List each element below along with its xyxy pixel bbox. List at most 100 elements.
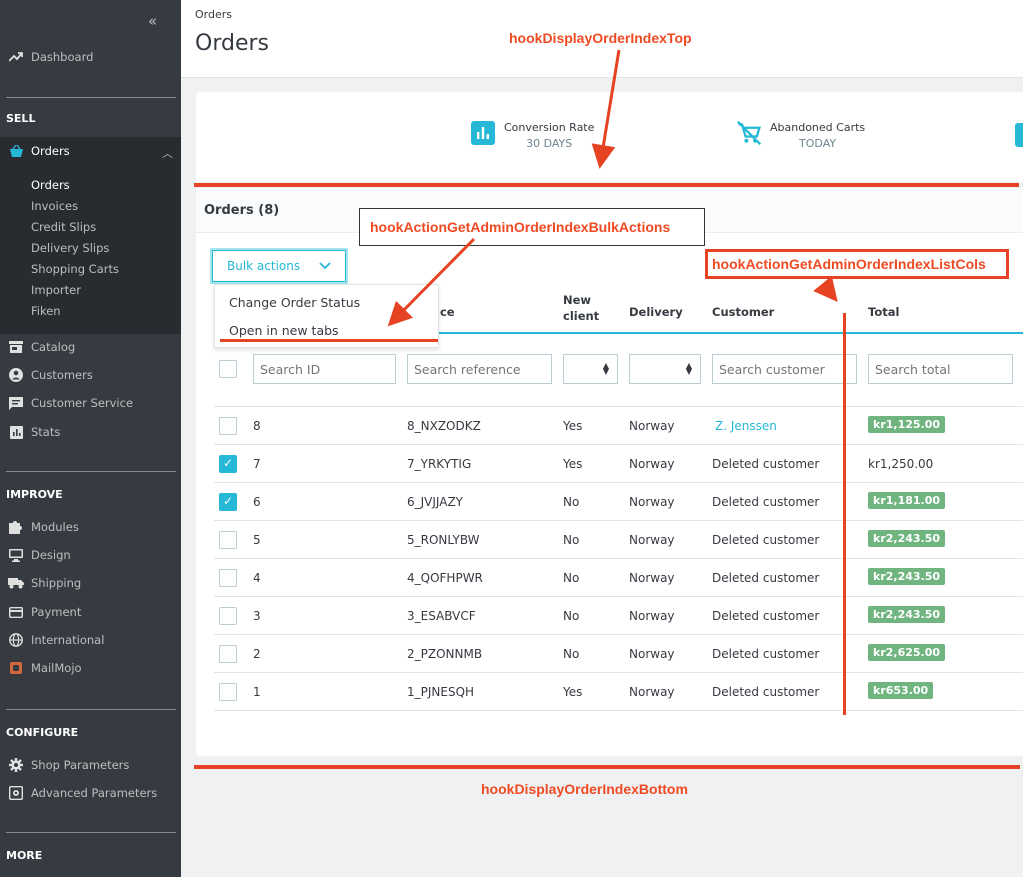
submenu-item-invoices[interactable]: Invoices	[31, 199, 79, 213]
cell-customer: Deleted customer	[712, 609, 820, 623]
kpi-conversion-rate[interactable]: Conversion Rate 30 DAYS	[470, 120, 594, 152]
annotation-hook-cols: hookActionGetAdminOrderIndexListCols	[712, 256, 986, 272]
search-customer-input[interactable]	[712, 354, 857, 384]
panel-title: Orders (8)	[204, 203, 280, 218]
cell-reference[interactable]: 4_QOFHPWR	[407, 571, 483, 585]
sidebar-item-mailmojo[interactable]: MailMojo	[0, 654, 181, 682]
cell-reference[interactable]: 3_ESABVCF	[407, 609, 476, 623]
account-circle-icon	[6, 368, 26, 382]
annotation-hook-top: hookDisplayOrderIndexTop	[509, 30, 692, 46]
bulk-action-open-new-tabs[interactable]: Open in new tabs	[229, 323, 339, 338]
sidebar-item-catalog[interactable]: Catalog	[0, 333, 181, 361]
row-checkbox[interactable]	[219, 417, 237, 435]
column-header-total[interactable]: Total	[868, 305, 900, 319]
submenu-item-importer[interactable]: Importer	[31, 283, 81, 297]
column-header-line: New	[563, 293, 592, 307]
gear-icon	[6, 758, 26, 772]
sidebar-item-payment[interactable]: Payment	[0, 598, 181, 626]
total-badge: kr1,181.00	[868, 492, 946, 509]
cell-delivery: Norway	[629, 533, 675, 547]
bulk-actions-label: Bulk actions	[227, 259, 301, 273]
breadcrumb[interactable]: Orders	[195, 8, 232, 21]
select-arrows-icon: ▲ ▼	[685, 361, 692, 376]
sidebar-item-modules[interactable]: Modules	[0, 513, 181, 541]
cell-id: 1	[253, 685, 261, 699]
sidebar-item-design[interactable]: Design	[0, 541, 181, 569]
divider	[6, 97, 176, 98]
cell-total: kr1,250.00	[868, 457, 934, 471]
arrow-bulk	[387, 237, 476, 327]
column-header-delivery[interactable]: Delivery	[629, 305, 683, 319]
mailmojo-icon	[6, 662, 26, 674]
sidebar-item-shop-parameters[interactable]: Shop Parameters	[0, 751, 181, 779]
divider	[6, 832, 176, 833]
cell-reference[interactable]: 5_RONLYBW	[407, 533, 480, 547]
column-header-customer[interactable]: Customer	[712, 305, 775, 319]
kpi-abandoned-carts[interactable]: Abandoned Carts TODAY	[736, 120, 865, 152]
cell-customer: Deleted customer	[712, 571, 820, 585]
row-checkbox[interactable]	[219, 683, 237, 701]
cell-reference[interactable]: 8_NXZODKZ	[407, 419, 481, 433]
annotation-underline-top	[194, 183, 1019, 187]
total-badge: kr1,125.00	[868, 416, 946, 433]
row-checkbox[interactable]	[219, 531, 237, 549]
cell-new-client: No	[563, 495, 580, 509]
annotation-underline-bulk	[220, 339, 438, 342]
submenu-item-shopping-carts[interactable]: Shopping Carts	[31, 262, 119, 276]
cell-delivery: Norway	[629, 609, 675, 623]
cell-reference[interactable]: 6_JVJJAZY	[407, 495, 464, 509]
sidebar-item-customer-service[interactable]: Customer Service	[0, 389, 181, 417]
cell-id: 4	[253, 571, 261, 585]
bulk-action-change-status[interactable]: Change Order Status	[229, 295, 361, 310]
cell-new-client: Yes	[563, 419, 583, 433]
total-badge: kr2,243.50	[868, 606, 946, 623]
row-checkbox[interactable]	[219, 645, 237, 663]
total-badge: kr653.00	[868, 682, 934, 699]
new-client-select[interactable]: ▲ ▼	[563, 354, 618, 384]
row-divider	[214, 596, 1023, 597]
cell-delivery: Norway	[629, 647, 675, 661]
select-all-checkbox[interactable]	[219, 360, 237, 378]
customer-link[interactable]: Z. Jenssen	[715, 419, 777, 433]
submenu-item-orders[interactable]: Orders	[31, 178, 70, 192]
row-checkbox[interactable]	[219, 493, 237, 511]
annotation-box-bulk	[359, 208, 705, 246]
submenu-background	[0, 165, 181, 334]
sidebar-item-stats[interactable]: Stats	[0, 418, 181, 446]
sidebar-item-customers[interactable]: Customers	[0, 361, 181, 389]
delivery-select[interactable]: ▲ ▼	[629, 354, 701, 384]
sidebar-item-advanced-parameters[interactable]: Advanced Parameters	[0, 779, 181, 807]
submenu-item-credit-slips[interactable]: Credit Slips	[31, 220, 97, 234]
submenu-item-delivery-slips[interactable]: Delivery Slips	[31, 241, 110, 255]
kpi-label: Abandoned Carts	[770, 121, 866, 134]
cell-id: 5	[253, 533, 261, 547]
cell-delivery: Norway	[629, 495, 675, 509]
sidebar-item-shipping[interactable]: Shipping	[0, 569, 181, 597]
row-checkbox[interactable]	[219, 607, 237, 625]
row-checkbox[interactable]	[219, 455, 237, 473]
row-checkbox[interactable]	[219, 569, 237, 587]
stats-icon	[6, 425, 26, 439]
column-header-new-client[interactable]: New client	[563, 292, 599, 324]
cell-customer: Deleted customer	[712, 457, 820, 471]
search-reference-input[interactable]	[407, 354, 552, 384]
collapse-sidebar-icon[interactable]: «	[148, 12, 158, 30]
row-divider	[214, 406, 1023, 407]
sidebar-item-orders[interactable]: Orders ︿	[0, 137, 181, 165]
cell-new-client: Yes	[563, 685, 583, 699]
cell-reference[interactable]: 7_YRKYTIG	[407, 457, 472, 471]
bulk-actions-button[interactable]: Bulk actions	[212, 250, 346, 282]
cell-new-client: No	[563, 533, 580, 547]
search-total-input[interactable]	[868, 354, 1013, 384]
arrow-top	[591, 49, 621, 169]
cell-reference[interactable]: 1_PJNESQH	[407, 685, 475, 699]
column-header-line: client	[563, 309, 600, 323]
cell-delivery: Norway	[629, 457, 675, 471]
submenu-item-fiken[interactable]: Fiken	[31, 304, 61, 318]
sidebar-item-international[interactable]: International	[0, 626, 181, 654]
chevron-down-icon	[319, 259, 331, 273]
sidebar-item-dashboard[interactable]: Dashboard	[0, 43, 181, 71]
cell-reference[interactable]: 2_PZONNMB	[407, 647, 483, 661]
sidebar-item-label: Shop Parameters	[31, 758, 130, 772]
search-id-input[interactable]	[253, 354, 396, 384]
